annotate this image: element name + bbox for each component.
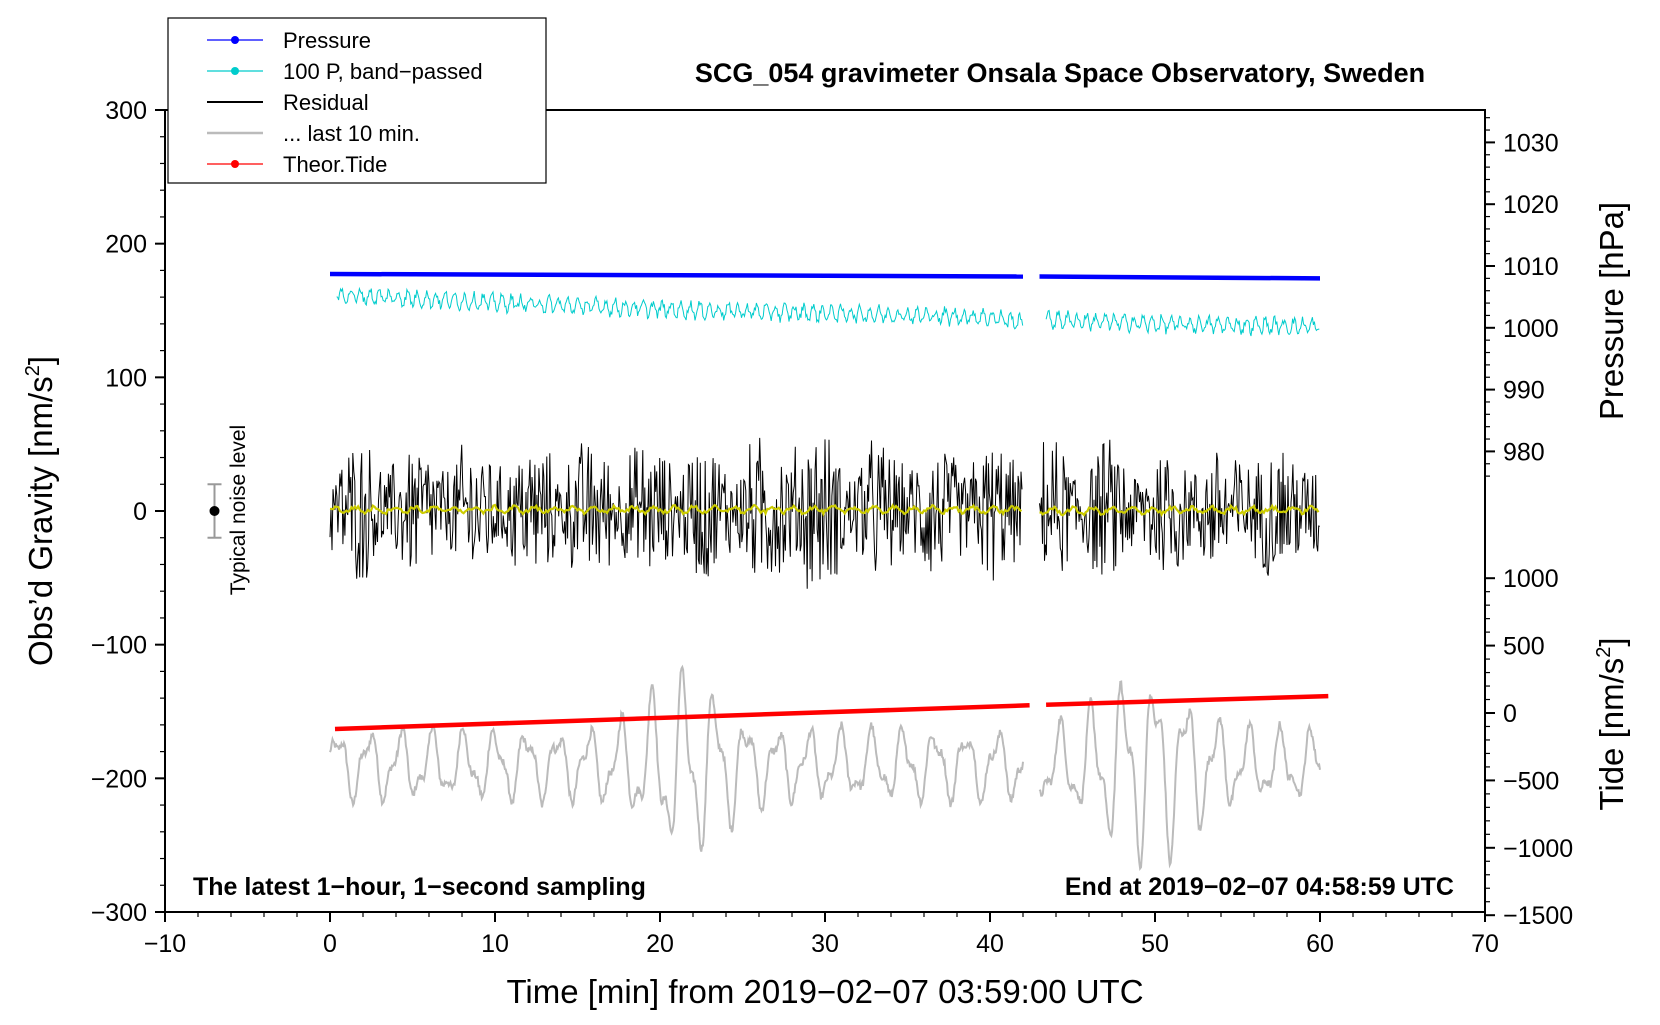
series-smoothed-residual-line-1 (1039, 503, 1320, 517)
y-left-axis-title: Obs’d Gravity [nm/s2] (22, 356, 59, 666)
y-left-tick-label-4: −100 (91, 632, 147, 660)
annotation-sampling: The latest 1−hour, 1−second sampling (193, 873, 646, 901)
x-tick-label-6: 50 (1141, 930, 1169, 958)
y-left-axis-title-sup: 2 (22, 365, 44, 376)
y-right-pressure-tick-label-2: 1010 (1503, 253, 1559, 281)
legend-label-4: Theor.Tide (283, 152, 387, 177)
series-bandpassed-pressure-line-0 (336, 286, 1024, 330)
series-last10min-line-0 (329, 664, 1024, 852)
series-residual-line-0 (329, 437, 1023, 589)
y-right-tide-tick-label-0: 1000 (1503, 565, 1559, 593)
noise-center-dot (209, 506, 220, 516)
x-tick-label-7: 60 (1306, 930, 1334, 958)
y-left-tick-label-0: 300 (105, 97, 147, 125)
x-tick-label-8: 70 (1471, 930, 1499, 958)
x-tick-label-5: 40 (976, 930, 1004, 958)
series-smoothed-residual-line-0 (329, 503, 1023, 518)
noise-level-indicator (207, 483, 222, 539)
y-right-tide-tick-label-1: 500 (1503, 633, 1545, 661)
tick-layer: −10 0 10 20 30 40 50 60 703002001000−100−200−300… (91, 97, 1574, 958)
y-left-tick-label-5: −200 (91, 765, 147, 793)
x-tick-label-0: −10 (144, 930, 186, 958)
y-right-pressure-tick-label-5: 980 (1503, 438, 1545, 466)
x-tick-label-4: 30 (811, 930, 839, 958)
y-right-tide-title: Tide [nm/s2] (1593, 637, 1630, 810)
series-pressure-line-0 (329, 271, 1024, 279)
legend-label-0: Pressure (283, 28, 371, 53)
noise-level-label: Typical noise level (227, 425, 250, 595)
legend-marker-1 (231, 67, 239, 75)
legend-box (167, 17, 547, 184)
y-left-tick-label-2: 100 (105, 364, 147, 392)
y-right-tide-tick-label-3: −500 (1503, 767, 1559, 795)
x-tick-label-2: 10 (481, 930, 509, 958)
y-left-tick-label-6: −300 (91, 899, 147, 927)
series-pressure-line-1 (1039, 274, 1321, 281)
y-right-pressure-tick-label-4: 990 (1503, 377, 1545, 405)
y-right-tide-tick-label-4: −1000 (1503, 835, 1573, 863)
series-tide-line-1 (1046, 693, 1329, 707)
legend-label-2: Residual (283, 90, 369, 115)
legend-label-3: ... last 10 min. (283, 121, 420, 146)
legend-marker-4 (231, 160, 239, 168)
y-right-pressure-title: Pressure [hPa] (1593, 202, 1630, 420)
y-right-tide-title-sup: 2 (1593, 647, 1615, 658)
legend: Pressure 100 P, band−passed Residual ... la… (167, 17, 547, 184)
annotation-end-time: End at 2019−02−07 04:58:59 UTC (1065, 873, 1454, 901)
series-last10min-line-1 (1038, 680, 1321, 871)
y-right-pressure-tick-label-1: 1020 (1503, 191, 1559, 219)
legend-label-1: 100 P, band−passed (283, 59, 483, 84)
y-left-tick-label-1: 200 (105, 231, 147, 259)
x-tick-label-1: 0 (323, 930, 337, 958)
y-right-pressure-tick-label-0: 1030 (1503, 129, 1559, 157)
y-right-tide-tick-label-5: −1500 (1503, 902, 1573, 930)
y-left-tick-label-3: 0 (133, 498, 147, 526)
y-right-tide-tick-label-2: 0 (1503, 700, 1517, 728)
series-residual-line-1 (1039, 439, 1320, 576)
series-bandpassed-pressure-line-1 (1045, 309, 1320, 337)
chart-title: SCG_054 gravimeter Onsala Space Observat… (695, 58, 1425, 88)
y-right-pressure-tick-label-3: 1000 (1503, 315, 1559, 343)
series-tide-line-0 (334, 703, 1030, 732)
x-tick-label-3: 20 (646, 930, 674, 958)
data-layer (329, 271, 1329, 871)
x-axis-title: Time [min] from 2019−02−07 03:59:00 UTC (506, 973, 1143, 1010)
legend-marker-0 (231, 36, 239, 44)
